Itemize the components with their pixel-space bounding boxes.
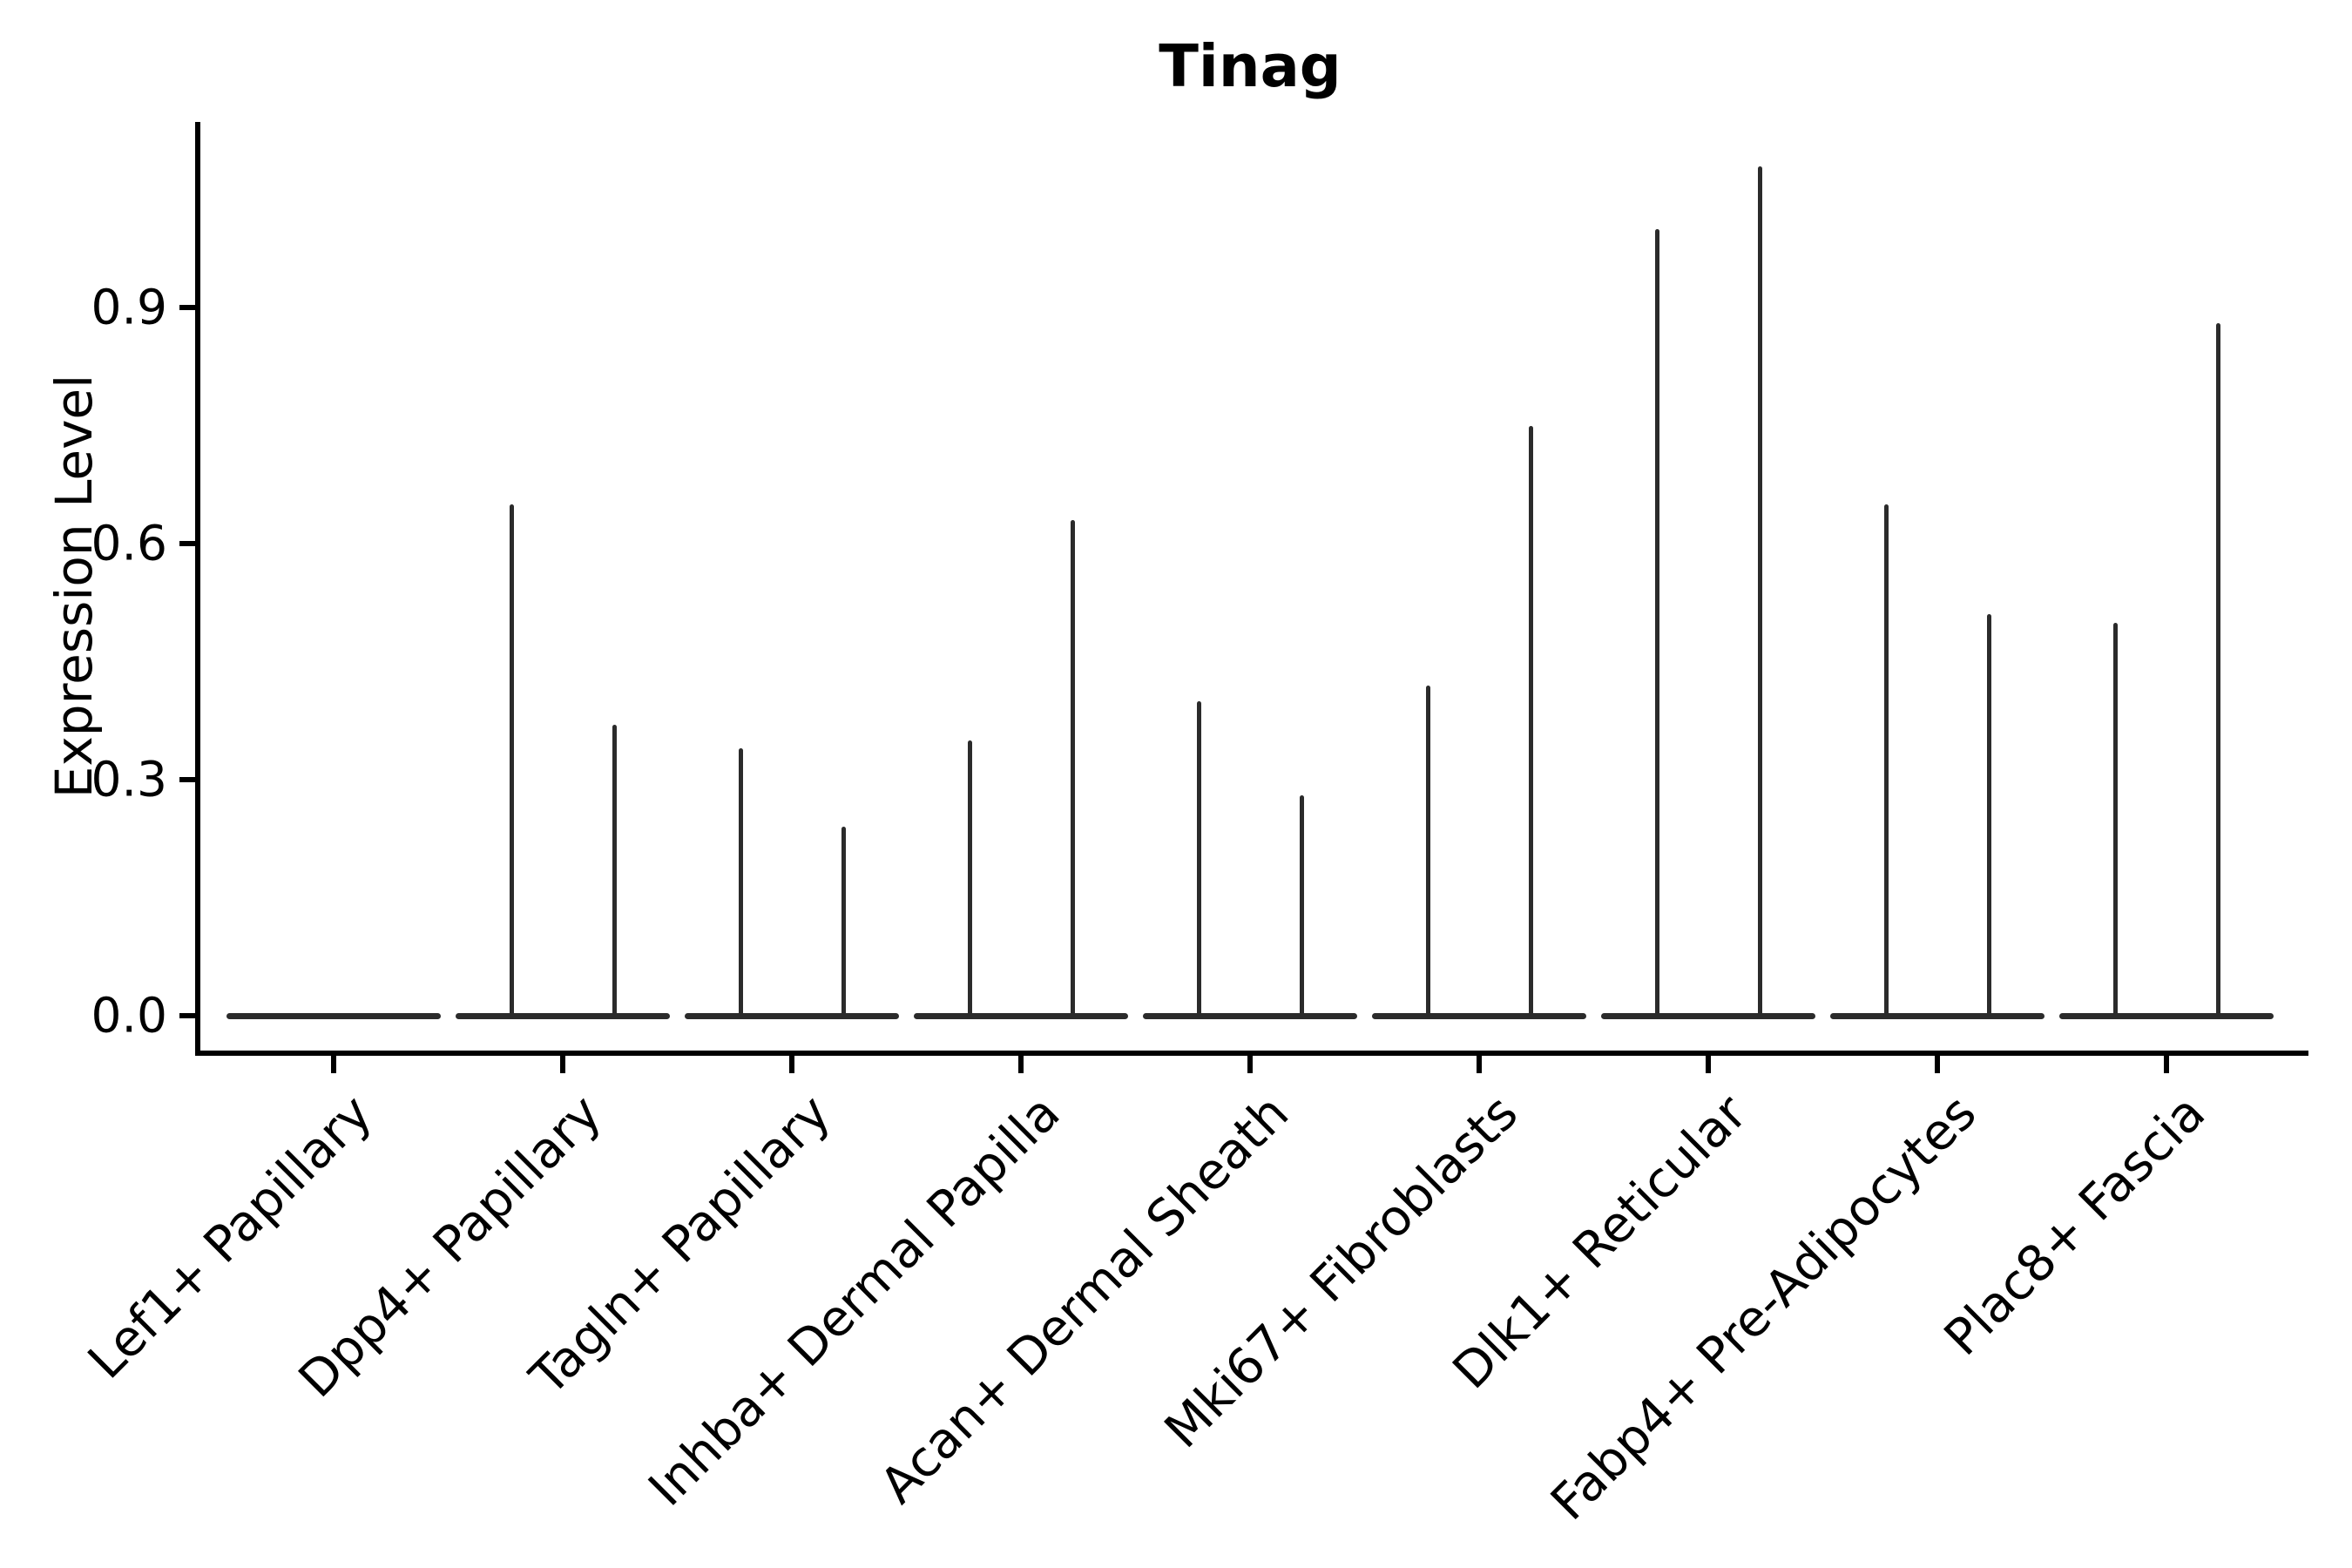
violin-spike <box>1654 229 1659 1017</box>
x-axis-spine <box>195 1051 2308 1056</box>
x-tick-mark <box>2164 1054 2169 1073</box>
y-tick-mark <box>179 305 195 311</box>
x-tick-mark <box>789 1054 794 1073</box>
x-tick-label: Inhba+ Dermal Papilla <box>638 1084 1071 1517</box>
y-axis-spine <box>195 122 200 1056</box>
violin-spike <box>967 740 972 1017</box>
x-tick-mark <box>1247 1054 1253 1073</box>
x-tick-mark <box>1477 1054 1482 1073</box>
y-tick-mark <box>179 777 195 783</box>
x-tick-mark <box>1018 1054 1024 1073</box>
violin-baseline <box>914 1012 1128 1019</box>
x-tick-mark <box>560 1054 565 1073</box>
x-tick-mark <box>1706 1054 1711 1073</box>
violin-baseline <box>1830 1012 2044 1019</box>
violin-spike <box>1883 504 1889 1017</box>
y-tick-label: 0.6 <box>91 515 167 571</box>
chart-title: Tinag <box>1159 32 1342 100</box>
violin-baseline <box>685 1012 899 1019</box>
violin-baseline <box>1601 1012 1815 1019</box>
violin-spike <box>738 747 743 1017</box>
violin-spike <box>1070 520 1075 1017</box>
y-tick-mark <box>179 541 195 547</box>
violin-spike <box>612 724 617 1017</box>
x-tick-label: Acan+ Dermal Sheath <box>869 1084 1301 1515</box>
violin-spike <box>841 827 846 1017</box>
violin-spike <box>2112 622 2118 1017</box>
y-tick-mark <box>179 1013 195 1018</box>
x-tick-label: Fabp4+ Pre-Adipocytes <box>1539 1084 1988 1532</box>
violin-spike <box>1299 795 1304 1017</box>
violin-spike <box>1425 685 1430 1017</box>
violin-spike <box>1528 425 1533 1017</box>
violin-spike <box>1757 166 1762 1017</box>
violin-baseline <box>1143 1012 1357 1019</box>
violin-spike <box>1986 614 1991 1017</box>
violin-baseline <box>226 1012 441 1019</box>
violin-baseline <box>2059 1012 2274 1019</box>
y-tick-label: 0.9 <box>91 279 167 335</box>
violin-baseline <box>1372 1012 1586 1019</box>
violin-spike <box>2215 323 2220 1017</box>
y-axis-label: Expression Level <box>44 374 104 799</box>
violin-baseline <box>456 1012 670 1019</box>
y-tick-label: 0.3 <box>91 751 167 808</box>
x-tick-mark <box>1935 1054 1940 1073</box>
violin-spike <box>1196 700 1201 1017</box>
y-tick-label: 0.0 <box>91 987 167 1044</box>
violin-spike <box>509 504 514 1017</box>
x-tick-mark <box>331 1054 336 1073</box>
